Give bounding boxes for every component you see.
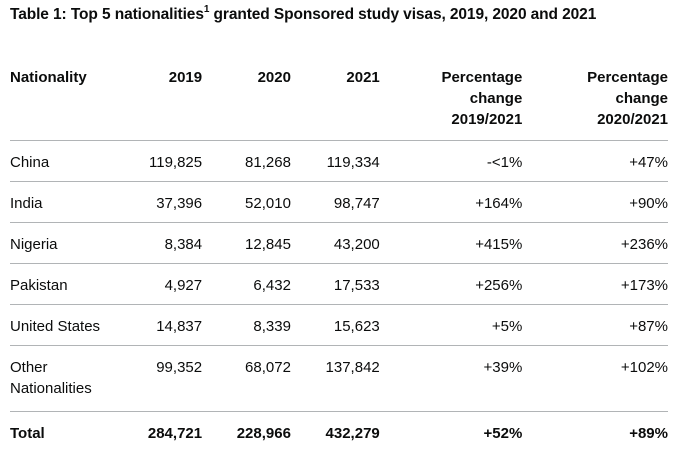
caption-text-rest: granted Sponsored study visas, 2019, 202… [209,6,597,23]
table-row: China 119,825 81,268 119,334 -<1% +47% [10,140,668,182]
visa-table: Nationality 2019 2020 2021 Percentage cha… [10,60,668,451]
cell-2021: 119,334 [290,140,380,182]
caption-text: Table 1: Top 5 nationalities [10,6,204,23]
cell-nationality-line1: Other [10,358,48,376]
header-pc1-line3: 2019/2021 [451,111,523,128]
cell-pc1: -<1% [379,140,523,182]
header-pc1-line1: Percentage [441,69,523,86]
cell-pc1: +415% [379,222,523,264]
cell-2020: 6,432 [202,263,291,305]
cell-nationality: United States [10,304,132,346]
table-row: Nigeria 8,384 12,845 43,200 +415% +236% [10,222,668,264]
cell-nationality-line2: Nationalities [10,379,92,397]
total-row: Total 284,721 228,966 432,279 +52% +89% [10,411,668,451]
footnote-marker[interactable]: 1 [203,4,210,15]
cell-2021: 17,533 [290,263,380,305]
cell-nationality: China [10,140,132,182]
cell-pc2: +102% [522,345,668,412]
header-2019: 2019 [131,60,203,141]
cell-pc1: +5% [379,304,523,346]
cell-2020: 8,339 [202,304,291,346]
header-pc2-line1: Percentage [587,69,668,86]
cell-pc2: +236% [522,222,668,264]
total-label: Total [10,424,45,442]
header-pc1-line2: change [469,90,523,107]
cell-nationality: Pakistan [10,263,132,305]
total-2021: 432,279 [325,424,380,442]
table-caption: Table 1: Top 5 nationalities1 granted Sp… [10,4,597,24]
header-pct-change-2019-2021: Percentage change 2019/2021 [379,60,523,141]
header-nationality: Nationality [10,60,132,141]
header-pct-change-2020-2021: Percentage change 2020/2021 [522,60,668,141]
cell-pc1: +164% [379,181,523,223]
cell-2021: 137,842 [290,345,380,412]
cell-2019: 37,396 [131,181,203,223]
total-pc1: +52% [483,424,523,442]
cell-2020: 68,072 [202,345,291,412]
header-pc2-line3: 2020/2021 [597,111,668,128]
table-row: Pakistan 4,927 6,432 17,533 +256% +173% [10,263,668,305]
cell-2020: 52,010 [202,181,291,223]
cell-nationality: Nigeria [10,222,132,264]
cell-2021: 43,200 [290,222,380,264]
total-2020: 228,966 [236,424,291,442]
cell-2019: 8,384 [131,222,203,264]
header-pc2-line2: change [615,90,668,107]
cell-pc1: +39% [379,345,523,412]
cell-pc2: +47% [522,140,668,182]
cell-2020: 81,268 [202,140,291,182]
table-row: United States 14,837 8,339 15,623 +5% +8… [10,304,668,346]
cell-pc2: +90% [522,181,668,223]
cell-2019: 4,927 [131,263,203,305]
cell-nationality: India [10,181,132,223]
total-pc2: +89% [629,424,668,442]
cell-2020: 12,845 [202,222,291,264]
cell-pc2: +87% [522,304,668,346]
cell-2021: 15,623 [290,304,380,346]
cell-pc1: +256% [379,263,523,305]
table-row: India 37,396 52,010 98,747 +164% +90% [10,181,668,223]
cell-2019: 99,352 [131,345,203,412]
cell-2019: 119,825 [131,140,203,182]
total-2019: 284,721 [147,424,203,442]
cell-pc2: +173% [522,263,668,305]
table-row: Other Nationalities 99,352 68,072 137,842… [10,345,668,412]
header-2020: 2020 [202,60,291,141]
cell-2019: 14,837 [131,304,203,346]
header-2021: 2021 [290,60,380,141]
cell-nationality: Other Nationalities [10,345,132,412]
cell-2021: 98,747 [290,181,380,223]
header-row: Nationality 2019 2020 2021 Percentage cha… [10,60,668,141]
